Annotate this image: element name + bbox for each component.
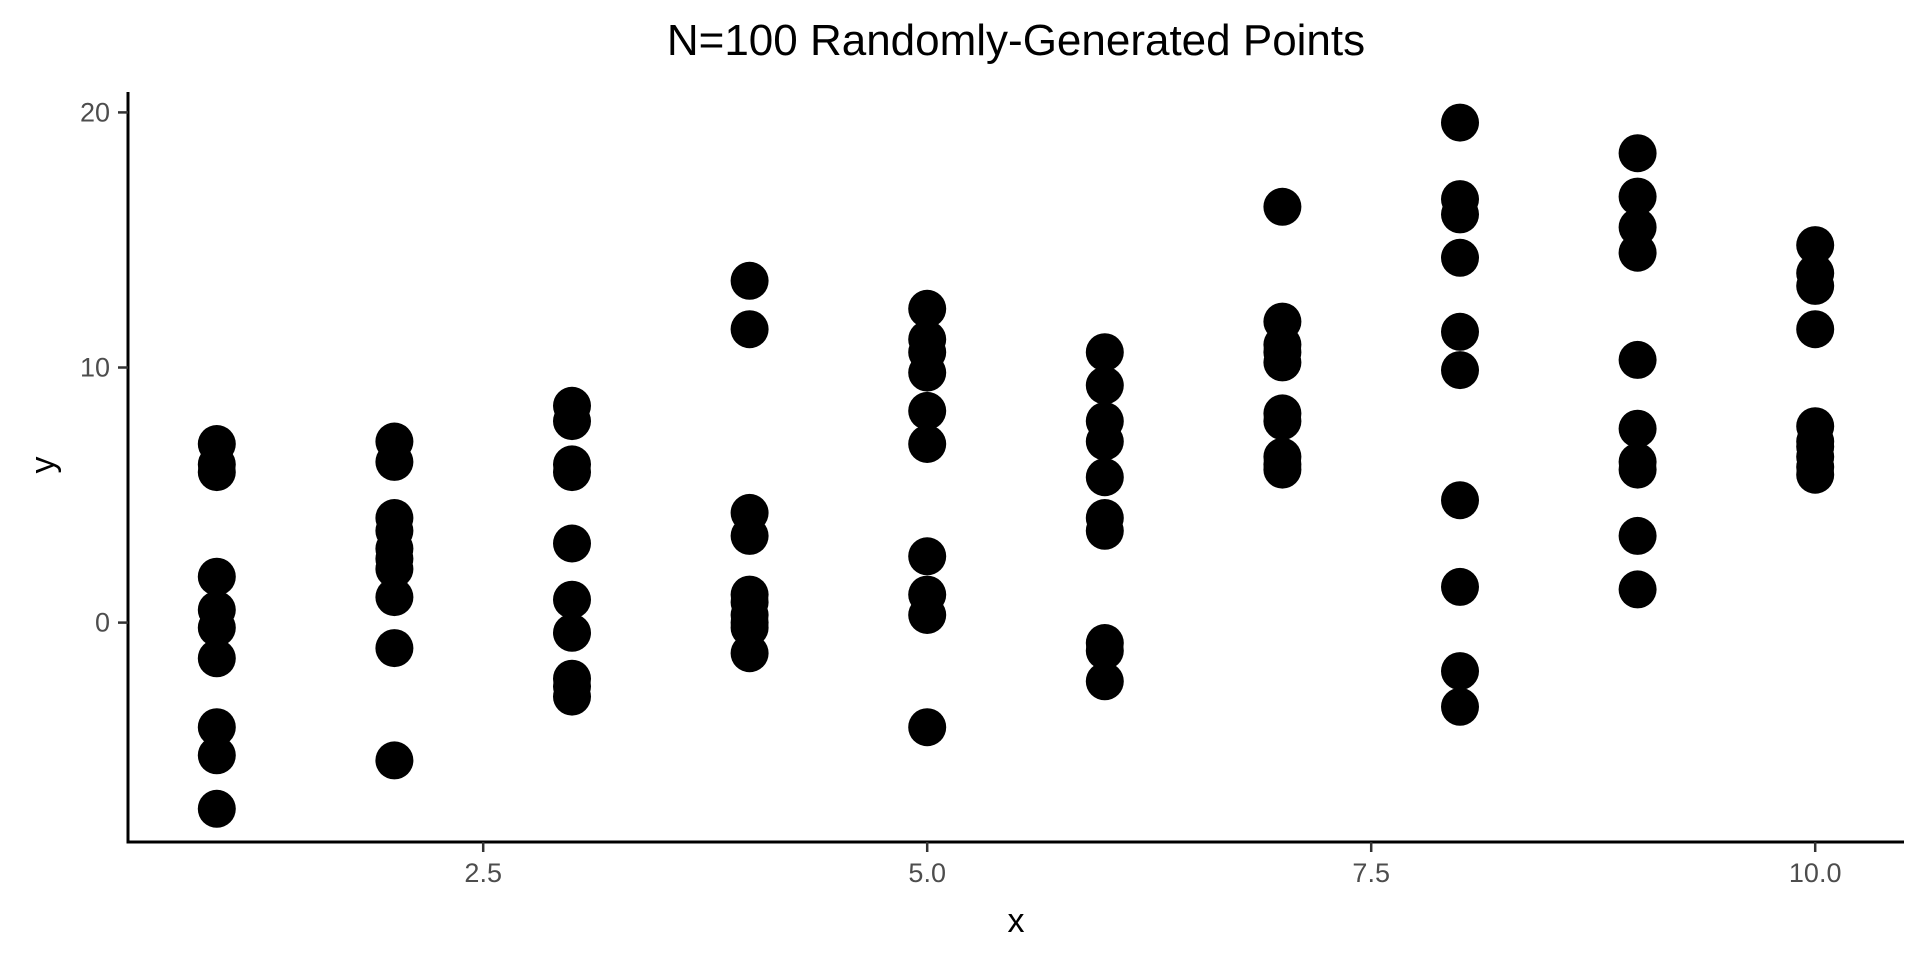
data-point-44 (908, 353, 947, 392)
data-point-74 (1441, 238, 1479, 277)
x-axis-ticks: 2.5 5.0 7.5 10.0 (464, 842, 1841, 888)
chart-title: N=100 Randomly-Generated Points (667, 16, 1365, 65)
data-point-26 (553, 580, 591, 619)
data-point-88 (1618, 450, 1657, 489)
points-layer (197, 103, 1835, 828)
data-point-9 (197, 736, 236, 775)
data-point-18 (375, 578, 414, 617)
x-tick-label: 7.5 (1352, 858, 1390, 888)
data-point-20 (375, 741, 414, 780)
data-point-3 (197, 453, 236, 492)
data-point-80 (1441, 687, 1479, 726)
x-axis-title: x (1008, 902, 1025, 940)
data-point-52 (1085, 366, 1124, 405)
data-point-22 (553, 402, 591, 441)
data-point-6 (197, 608, 236, 647)
data-point-81 (1618, 134, 1657, 173)
data-point-84 (1618, 233, 1657, 272)
data-point-54 (1085, 422, 1124, 461)
x-tick-label: 2.5 (464, 858, 502, 888)
data-point-67 (1263, 402, 1302, 441)
data-point-79 (1441, 652, 1479, 691)
data-point-55 (1085, 458, 1124, 497)
data-point-86 (1618, 409, 1657, 448)
data-point-19 (375, 629, 414, 668)
data-point-7 (197, 639, 236, 678)
data-point-40 (730, 634, 769, 673)
data-point-47 (908, 537, 947, 576)
data-point-30 (553, 677, 591, 716)
y-tick-label: 10 (80, 353, 110, 383)
data-point-91 (1796, 226, 1835, 265)
data-point-75 (1441, 312, 1479, 351)
data-point-77 (1441, 481, 1479, 520)
data-point-100 (1796, 455, 1835, 494)
data-point-8 (197, 708, 236, 747)
y-tick-label: 20 (80, 97, 110, 127)
data-point-65 (1263, 343, 1302, 382)
y-tick-label: 0 (95, 608, 110, 638)
data-point-46 (908, 425, 947, 463)
data-point-71 (1441, 103, 1479, 142)
data-point-41 (908, 289, 947, 328)
x-tick-label: 10.0 (1789, 858, 1842, 888)
data-point-10 (197, 789, 236, 828)
data-point-78 (1441, 567, 1479, 606)
data-point-59 (1085, 631, 1124, 670)
data-point-85 (1618, 340, 1657, 379)
data-point-50 (908, 708, 947, 747)
data-point-61 (1263, 187, 1302, 226)
data-point-32 (730, 310, 769, 349)
data-point-4 (197, 557, 236, 596)
plot-area (197, 103, 1835, 828)
data-point-17 (375, 550, 414, 588)
data-point-51 (1085, 333, 1124, 372)
data-point-34 (730, 516, 769, 555)
data-point-93 (1796, 266, 1835, 305)
data-point-94 (1796, 310, 1835, 349)
data-point-76 (1441, 351, 1479, 390)
data-point-82 (1618, 177, 1657, 216)
data-point-89 (1618, 516, 1657, 555)
data-point-24 (553, 453, 591, 492)
data-point-12 (375, 442, 414, 481)
data-point-49 (908, 596, 947, 634)
data-point-73 (1441, 195, 1479, 234)
data-point-60 (1085, 662, 1124, 701)
data-point-27 (553, 613, 591, 652)
data-point-57 (1085, 511, 1124, 550)
y-axis-ticks: 0 10 20 (80, 97, 128, 638)
y-axis-title: y (24, 457, 62, 474)
data-point-45 (908, 391, 947, 430)
data-point-31 (730, 261, 769, 300)
data-point-25 (553, 524, 591, 563)
data-point-90 (1618, 570, 1657, 609)
x-tick-label: 5.0 (908, 858, 946, 888)
data-point-70 (1263, 450, 1302, 489)
